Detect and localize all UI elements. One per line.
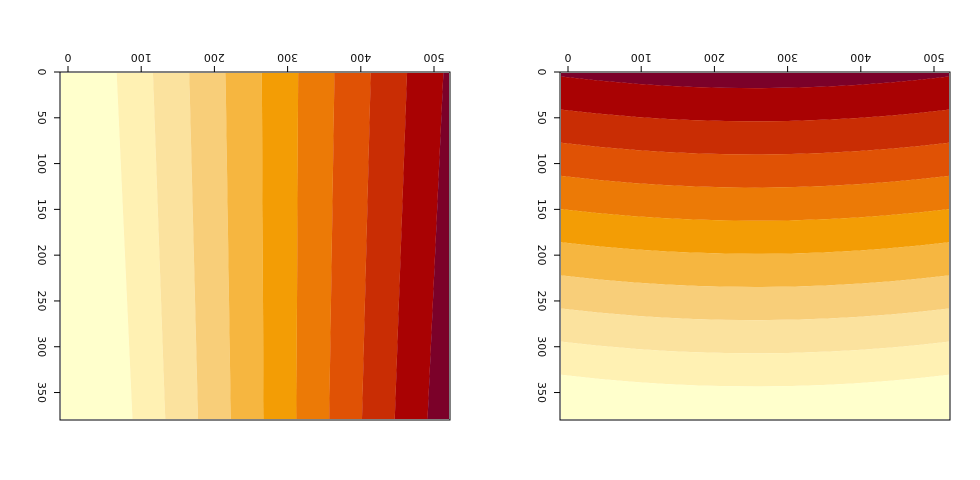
y-tick-label: 200 [535, 245, 548, 266]
x-tick-label: 400 [350, 51, 371, 64]
y-tick-label: 300 [35, 336, 48, 357]
y-tick-label: 50 [535, 111, 548, 125]
x-tick-label: 500 [924, 51, 945, 64]
x-tick-label: 100 [131, 51, 152, 64]
contour-band [561, 242, 949, 287]
contour-band [189, 73, 231, 419]
y-tick-label: 150 [535, 199, 548, 220]
contour-band [329, 73, 371, 419]
contour-band [427, 73, 449, 419]
contour-band [561, 175, 949, 221]
y-tick-label: 100 [35, 153, 48, 174]
y-axis: 0 50 100 150 200 250 300 350 [35, 69, 61, 403]
heatmap-field [61, 73, 449, 419]
y-tick-label: 250 [35, 290, 48, 311]
x-tick-label: 500 [424, 51, 445, 64]
x-tick-label: 300 [777, 51, 798, 64]
x-tick-label: 200 [704, 51, 725, 64]
y-tick-label: 350 [535, 382, 548, 403]
y-tick-label: 350 [35, 382, 48, 403]
contour-band [561, 275, 949, 321]
x-tick-label: 0 [565, 51, 572, 64]
y-tick-label: 0 [35, 69, 48, 76]
contour-band [561, 142, 949, 188]
contour-band [561, 209, 949, 254]
contour-band [296, 73, 335, 419]
y-axis: 0 50 100 150 200 250 300 350 [535, 69, 561, 403]
chart-right: 0 100 200 300 400 500 0 50 100 150 200 250 300 350 [535, 51, 951, 421]
y-tick-label: 50 [35, 111, 48, 125]
x-tick-label: 100 [631, 51, 652, 64]
y-tick-label: 200 [35, 245, 48, 266]
y-tick-label: 250 [535, 290, 548, 311]
chart-left: 0 100 200 300 400 500 0 50 100 150 200 250 300 350 [35, 51, 451, 421]
contour-band [561, 308, 949, 354]
contour-band [561, 374, 949, 419]
contour-band [561, 109, 949, 155]
x-tick-label: 0 [65, 51, 72, 64]
contour-band [116, 73, 166, 419]
heatmap-field [561, 73, 949, 419]
x-tick-label: 200 [204, 51, 225, 64]
x-axis: 0 100 200 300 400 500 [65, 51, 445, 73]
y-tick-label: 100 [535, 153, 548, 174]
contour-band [225, 73, 264, 419]
contour-band [61, 73, 133, 419]
y-tick-label: 0 [535, 69, 548, 76]
contour-band [152, 73, 199, 419]
contour-band [361, 73, 408, 419]
contour-band [561, 73, 949, 89]
contour-band [561, 76, 949, 122]
y-tick-label: 150 [35, 199, 48, 220]
x-axis: 0 100 200 300 400 500 [565, 51, 945, 73]
contour-band [561, 341, 949, 387]
contour-band [261, 73, 299, 419]
y-tick-label: 300 [535, 336, 548, 357]
x-tick-label: 300 [277, 51, 298, 64]
x-tick-label: 400 [850, 51, 871, 64]
contour-band [394, 73, 444, 419]
